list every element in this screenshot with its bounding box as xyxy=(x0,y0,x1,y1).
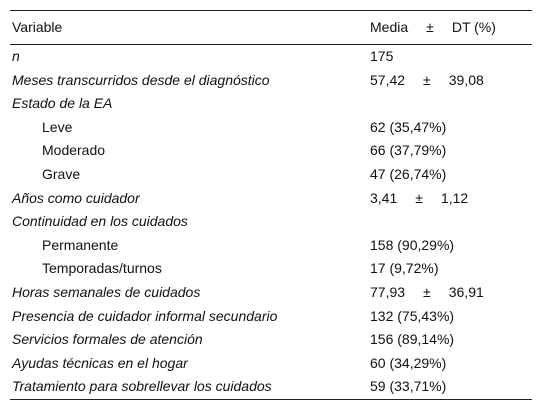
value-part: 1,12 xyxy=(440,189,469,206)
value-part: 77,93 xyxy=(370,283,406,300)
table-row: Servicios formales de atención 156 (89,14… xyxy=(10,328,532,352)
row-label: Servicios formales de atención xyxy=(12,331,203,348)
table-row: Ayudas técnicas en el hogar 60 (34,29%) xyxy=(10,352,532,376)
value-cell: 175 xyxy=(370,48,394,64)
row-label: Ayudas técnicas en el hogar xyxy=(12,354,188,371)
value-cell: 57,42 ±39,08 xyxy=(370,69,484,93)
row-label: Tratamiento para sobrellevar los cuidado… xyxy=(12,378,272,395)
table-row: Meses transcurridos desde el diagnóstico… xyxy=(10,69,532,93)
value-cell: 156 (89,14%) xyxy=(370,331,455,348)
value-part: 39,08 xyxy=(448,71,484,88)
table-subrow: Leve 62 (35,47%) xyxy=(10,116,532,140)
subrow-label: Grave xyxy=(42,165,81,182)
table-subrow: Temporadas/turnos 17 (9,72%) xyxy=(10,257,532,281)
value-part: ± xyxy=(423,283,431,300)
value-cell: 132 (75,43%) xyxy=(370,307,455,324)
table-row: Años como cuidador 3,41 ±1,12 xyxy=(10,187,532,211)
table-subrow: Permanente 158 (90,29%) xyxy=(10,234,532,258)
row-label: Meses transcurridos desde el diagnóstico xyxy=(12,71,270,88)
value-cell: 62 (35,47%) xyxy=(370,118,447,135)
value-part: Media xyxy=(370,19,409,35)
value-part: ± xyxy=(423,71,431,88)
value-cell: 158 (90,29%) xyxy=(370,236,455,253)
table-row: Continuidad en los cuidados xyxy=(10,210,532,234)
table-row: Estado de la EA xyxy=(10,92,532,116)
value-cell: 3,41 ±1,12 xyxy=(370,187,468,211)
subrow-label: Leve xyxy=(42,118,73,135)
value-cell: 47 (26,74%) xyxy=(370,165,447,182)
value-part: 3,41 xyxy=(370,189,398,206)
value-cell: Media ± DT (%) xyxy=(370,11,496,44)
table-row: Presencia de cuidador informal secundari… xyxy=(10,305,532,329)
table-subrow: Moderado 66 (37,79%) xyxy=(10,139,532,163)
value-cell: 59 (33,71%) xyxy=(370,378,447,395)
table-row: Horas semanales de cuidados 77,93 ±36,91 xyxy=(10,281,532,305)
value-cell: 77,93 ±36,91 xyxy=(370,281,484,305)
table-row: Tratamiento para sobrellevar los cuidado… xyxy=(10,375,532,399)
row-label: Estado de la EA xyxy=(12,95,113,112)
row-label: Presencia de cuidador informal secundari… xyxy=(12,307,278,324)
subrow-label: Permanente xyxy=(42,236,119,253)
header-row: Variable Media ± DT (%) xyxy=(10,11,532,45)
row-label: n xyxy=(12,48,20,64)
value-cell: 60 (34,29%) xyxy=(370,354,447,371)
value-cell: 66 (37,79%) xyxy=(370,142,447,159)
value-part: DT (%) xyxy=(451,19,496,35)
table-row: n 175 xyxy=(10,45,532,69)
value-part: 36,91 xyxy=(448,283,484,300)
subrow-label: Temporadas/turnos xyxy=(42,260,162,277)
value-part: ± xyxy=(426,19,434,35)
value-part: 57,42 xyxy=(370,71,406,88)
table-subrow: Grave 47 (26,74%) xyxy=(10,163,532,187)
table: Variable Media ± DT (%) n 175 Meses transcurri… xyxy=(10,10,532,400)
subrow-label: Moderado xyxy=(42,142,106,159)
row-label: Horas semanales de cuidados xyxy=(12,283,201,300)
row-label: Años como cuidador xyxy=(12,189,140,206)
row-label: Continuidad en los cuidados xyxy=(12,213,188,230)
value-part: ± xyxy=(415,189,423,206)
value-cell: 17 (9,72%) xyxy=(370,260,439,277)
header-label: Variable xyxy=(12,19,63,35)
